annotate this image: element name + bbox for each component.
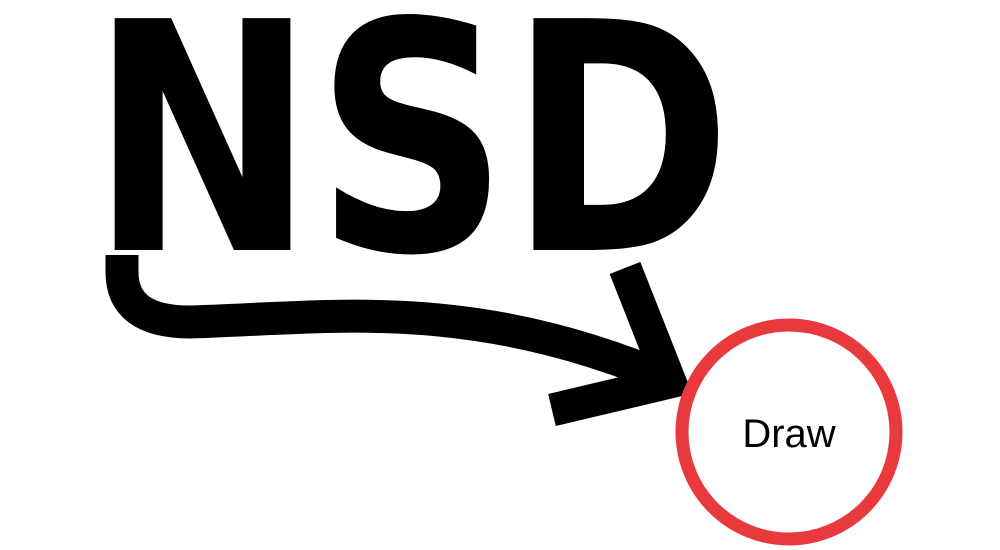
curved-arrow-shaft — [105, 255, 677, 396]
draw-button-ring — [675, 318, 903, 546]
arrow-head-icon — [548, 261, 693, 427]
draw-button-label: Draw — [742, 412, 835, 456]
draw-button[interactable]: Draw — [675, 318, 903, 546]
